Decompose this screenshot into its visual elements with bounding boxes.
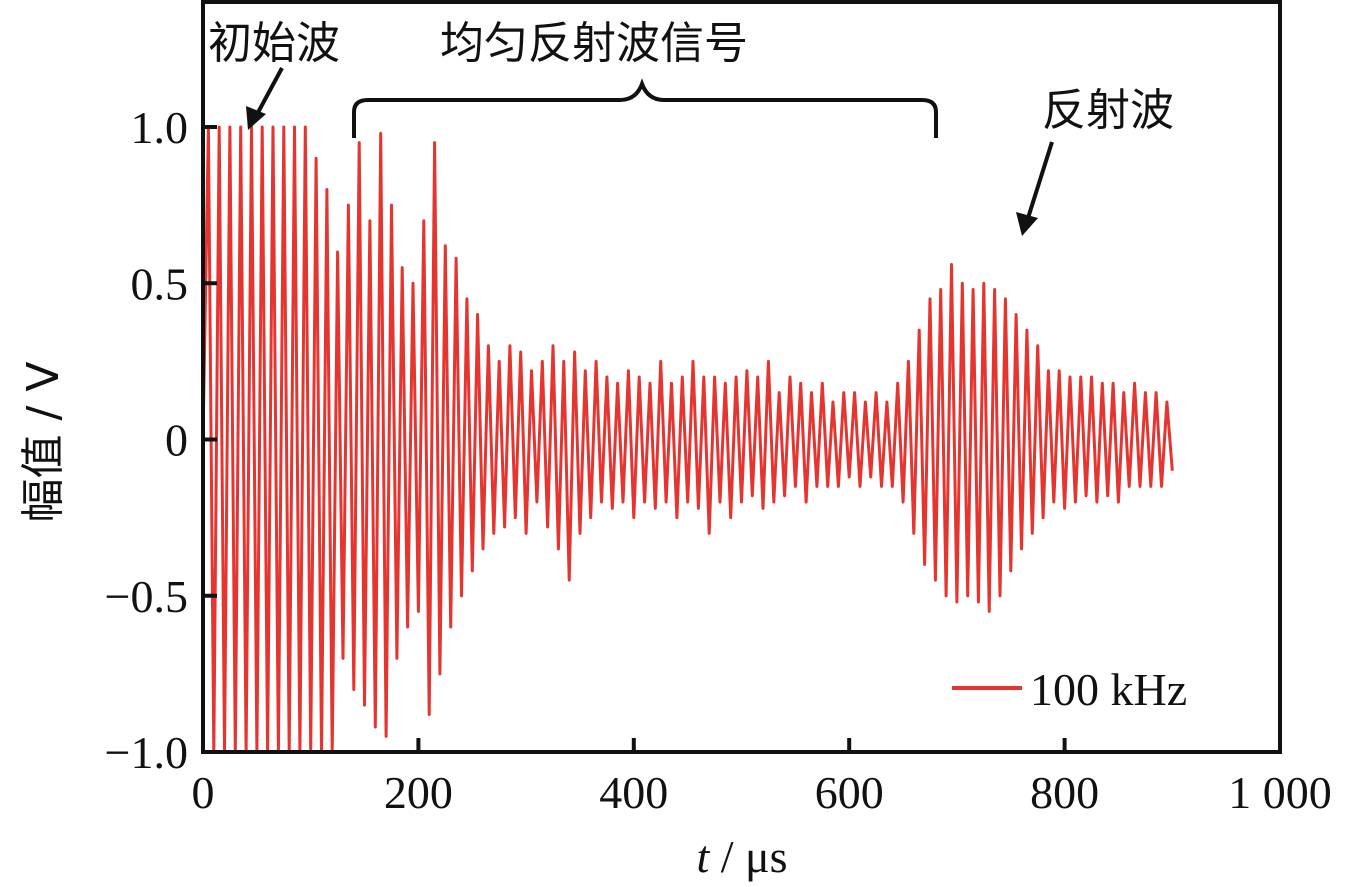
plot-frame — [201, 0, 1282, 754]
annotation-uniform-reflection: 均匀反射波信号 — [440, 18, 748, 69]
x-tick-label: 600 — [815, 767, 884, 818]
arrowhead-initial-wave — [246, 106, 266, 130]
annotation-initial-wave: 初始波 — [208, 18, 340, 69]
y-axis-label: 幅值 / V — [18, 362, 69, 523]
y-tick-label: 1.0 — [131, 102, 189, 153]
x-tick-label: 1 000 — [1228, 767, 1332, 818]
y-tick-label: −0.5 — [105, 571, 188, 622]
y-tick-label: 0 — [165, 415, 188, 466]
arrow-reflection-wave — [1026, 141, 1054, 219]
series-line-0 — [201, 125, 1174, 754]
annotation-reflection-wave: 反射波 — [1042, 85, 1174, 136]
x-axis-label: t / μs — [696, 831, 787, 882]
x-tick-label: 200 — [384, 767, 453, 818]
legend-label: 100 kHz — [1030, 664, 1187, 715]
x-tick-label: 400 — [599, 767, 668, 818]
arrow-initial-wave — [253, 67, 284, 119]
x-tick-label: 0 — [192, 767, 215, 818]
arrowhead-reflection-wave — [1016, 212, 1038, 236]
series-layer — [201, 125, 1174, 754]
y-tick-label: 0.5 — [131, 258, 189, 309]
x-tick-label: 800 — [1030, 767, 1099, 818]
y-tick-label: −1.0 — [105, 727, 188, 778]
brace-uniform-reflection — [352, 78, 938, 138]
ticks: 0 200 400 600 800 1 000 −1.0 −0.5 0 0.5 1.0 — [105, 102, 1332, 818]
